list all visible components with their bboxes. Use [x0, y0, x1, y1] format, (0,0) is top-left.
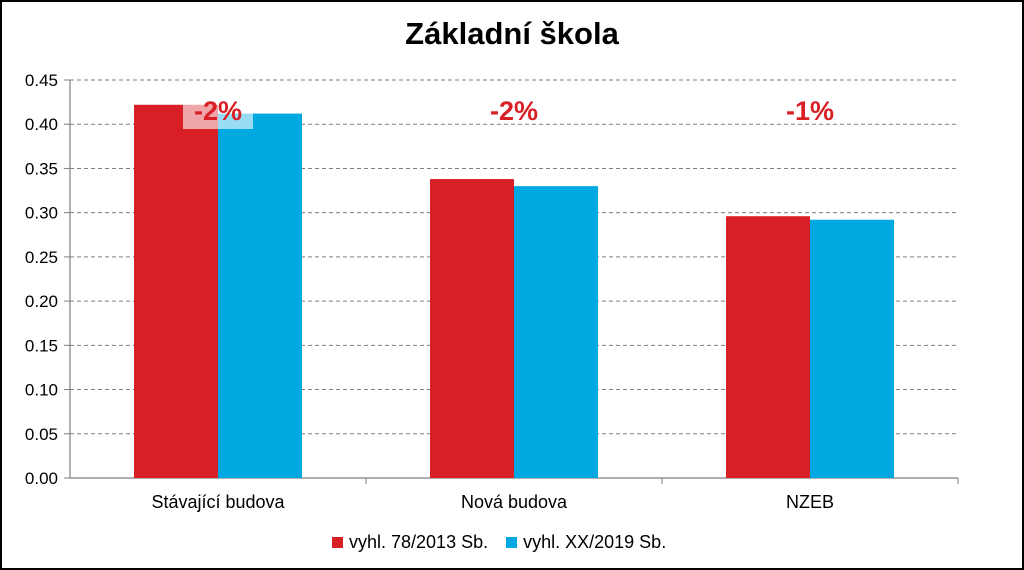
y-tick-label: 0.30: [25, 204, 58, 223]
bar-series-1-1: [134, 104, 218, 479]
y-tick-label: 0.00: [25, 469, 58, 488]
x-tick-label: Nová budova: [461, 492, 568, 512]
y-tick-label: 0.35: [25, 159, 58, 178]
bar-series-1-2: [430, 179, 514, 478]
bar-series-2-3: [810, 219, 894, 478]
y-tick-label: 0.05: [25, 425, 58, 444]
legend-swatch-series-1: [332, 537, 343, 548]
y-tick-label: 0.25: [25, 248, 58, 267]
legend-item-series-1: vyhl. 78/2013 Sb.: [332, 532, 488, 553]
x-tick-label: NZEB: [786, 492, 834, 512]
change-annotation: -1%: [786, 96, 834, 126]
y-tick-label: 0.20: [25, 292, 58, 311]
y-tick-label: 0.15: [25, 336, 58, 355]
annotation-background: [183, 94, 253, 129]
y-tick-label: 0.45: [25, 71, 58, 90]
legend-item-series-2: vyhl. XX/2019 Sb.: [506, 532, 666, 553]
y-tick-label: 0.40: [25, 115, 58, 134]
bar-series-2-2: [514, 186, 598, 478]
legend-swatch-series-2: [506, 537, 518, 548]
change-annotation: -2%: [194, 96, 242, 126]
legend-label-series-1: vyhl. 78/2013 Sb.: [349, 532, 489, 552]
x-tick-label: Stávající budova: [151, 492, 285, 512]
bar-series-1-3: [726, 216, 810, 478]
y-tick-label: 0.10: [25, 381, 58, 400]
bar-series-2-1: [218, 113, 302, 478]
legend: vyhl. 78/2013 Sb. vyhl. XX/2019 Sb.: [332, 532, 684, 553]
change-annotation: -2%: [490, 96, 538, 126]
legend-label-series-2: vyhl. XX/2019 Sb.: [523, 532, 667, 552]
chart-title: Základní škola: [405, 16, 619, 51]
